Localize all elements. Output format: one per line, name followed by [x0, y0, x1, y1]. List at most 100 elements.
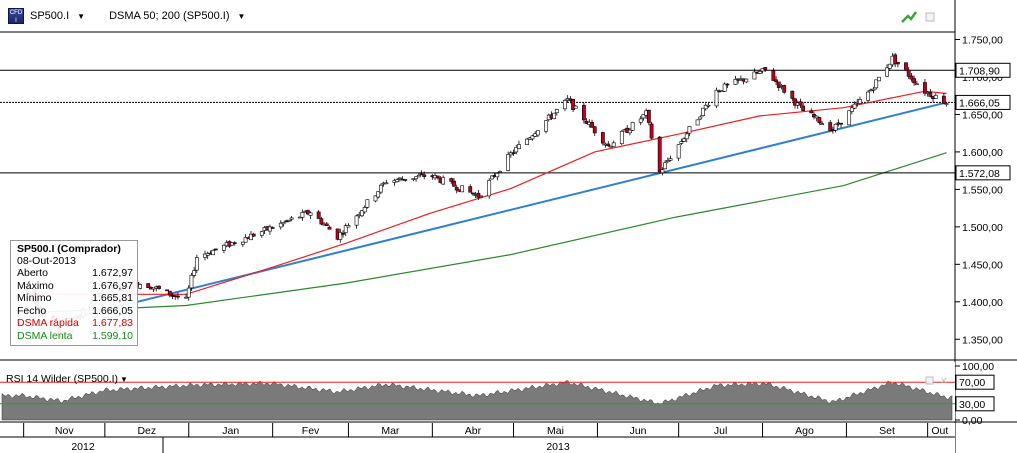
candle-body: [479, 195, 483, 198]
candle-body: [535, 130, 540, 136]
candle-body: [286, 219, 291, 222]
candle-body: [752, 71, 757, 80]
candle-body: [249, 233, 253, 241]
rsi-restore-icon[interactable]: [925, 376, 934, 385]
candle-body: [817, 117, 822, 124]
trend-arrow-icon[interactable]: [901, 11, 918, 23]
candle-body: [887, 63, 892, 69]
candle-body: [676, 144, 681, 159]
candle-body: [573, 105, 578, 109]
month-label: Ago: [795, 425, 814, 437]
price-tick-label: 1.600,00: [962, 147, 1003, 159]
candle-body: [812, 114, 816, 118]
rsi-layer: [0, 380, 955, 421]
candle-body: [638, 118, 643, 123]
chart-toolbar: CFD I SP500.I ▼ DSMA 50; 200 (SP500.I) ▼: [0, 0, 955, 32]
candle-body: [839, 122, 843, 125]
candle-body: [877, 76, 881, 82]
trendline-layer: [61, 101, 947, 322]
chart-ui-icons: ✕: [901, 11, 948, 386]
price-level-label: 1.708,90: [959, 65, 1000, 77]
candle-body: [944, 103, 949, 105]
info-row-low: Mínimo 1.665,81: [17, 292, 133, 304]
candle-body: [419, 173, 424, 176]
price-tick-label: 1.350,00: [962, 334, 1003, 346]
candle-body: [701, 107, 705, 116]
rsi-level-label: 70,00: [959, 377, 985, 389]
candle-body: [205, 253, 210, 256]
candle-body: [203, 253, 207, 258]
candle-body: [435, 175, 440, 179]
candle-body: [460, 185, 465, 193]
rsi-level-label: 30,00: [959, 399, 985, 411]
candle-body: [452, 180, 456, 187]
candle-body: [814, 115, 819, 119]
price-tick-label: 1.500,00: [962, 222, 1003, 234]
candle-body: [495, 173, 500, 178]
candle-body: [679, 141, 684, 144]
candle-body: [192, 270, 197, 276]
candle-body: [397, 177, 402, 180]
cfd-symbol-icon[interactable]: CFD I: [8, 8, 24, 24]
rsi-close-icon[interactable]: ✕: [940, 376, 948, 386]
candle-body: [300, 212, 305, 218]
candle-body: [341, 233, 345, 235]
candle-body: [665, 160, 670, 162]
candle-body: [270, 227, 275, 229]
candle-body: [592, 126, 597, 134]
candle-body: [668, 158, 673, 161]
trendline: [61, 101, 947, 322]
candle-body: [687, 126, 692, 134]
rsi-indicator-label[interactable]: RSI 14 Wilder (SP500.I) ▼: [6, 373, 128, 385]
candle-body: [289, 217, 294, 220]
candle-body: [184, 296, 188, 299]
candle-body: [757, 71, 762, 74]
month-label: Fev: [302, 425, 320, 437]
candle-body: [833, 123, 838, 131]
year-label: 2013: [546, 441, 570, 453]
candle-body: [243, 237, 248, 243]
candle-body: [698, 116, 703, 120]
candle-body: [146, 283, 151, 288]
candle-body: [866, 91, 870, 101]
candle-body: [305, 210, 310, 215]
symbol-label[interactable]: SP500.I: [30, 10, 70, 22]
indicator-dropdown-icon[interactable]: ▼: [237, 11, 246, 21]
candle-body: [660, 169, 665, 174]
candle-body: [895, 61, 900, 65]
symbol-dropdown-icon[interactable]: ▼: [77, 11, 86, 21]
candle-body: [628, 129, 632, 134]
rsi-dropdown-icon[interactable]: ▼: [120, 375, 128, 384]
candle-body: [695, 119, 700, 126]
candle-body: [449, 178, 454, 182]
candle-body: [395, 179, 400, 182]
month-label: Jun: [630, 425, 647, 437]
candle-body: [384, 182, 389, 185]
candle-body: [904, 62, 908, 71]
candle-body: [646, 109, 651, 123]
candle-body: [189, 274, 194, 289]
info-date: 08-Out-2013: [17, 255, 76, 267]
candle-body: [790, 90, 795, 99]
candle-body: [725, 83, 730, 86]
candle-body: [858, 99, 862, 104]
candle-body: [885, 67, 889, 77]
candle-body: [941, 95, 946, 104]
rsi-tick-label: 100,00: [962, 361, 994, 373]
candle-body: [933, 95, 938, 99]
candle-body: [600, 132, 605, 144]
candle-body: [606, 143, 611, 147]
price-tick-label: 1.400,00: [962, 297, 1003, 309]
restore-icon[interactable]: [925, 12, 935, 22]
candle-body: [774, 79, 778, 83]
candle-body: [403, 179, 408, 181]
candle-body: [682, 138, 686, 142]
info-row-open: Aberto 1.672,97: [17, 267, 133, 279]
info-row-slow-sma: DSMA lenta 1.599,10: [17, 329, 133, 342]
price-tick-label: 1.550,00: [962, 184, 1003, 196]
candle-body: [365, 199, 370, 208]
candle-body: [847, 110, 852, 126]
indicator-label[interactable]: DSMA 50; 200 (SP500.I): [109, 10, 230, 22]
candle-body: [722, 83, 727, 92]
candle-body: [498, 171, 502, 173]
